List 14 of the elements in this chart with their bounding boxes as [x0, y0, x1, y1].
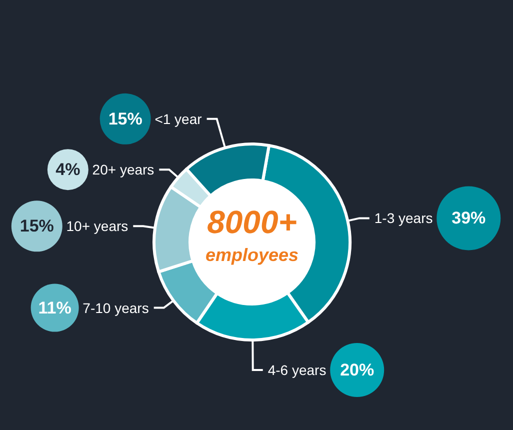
slice-label: 10+ years: [62, 218, 128, 234]
text: employees: [205, 245, 299, 265]
slice-label: 7-10 years: [78, 300, 149, 316]
data-label: 15%: [108, 109, 142, 128]
data-label: 39%: [452, 208, 486, 228]
slice-label: 1-3 years: [374, 210, 437, 226]
text: 8000+: [207, 204, 297, 240]
slice-label: 20+ years: [88, 162, 154, 178]
data-label: 11%: [38, 298, 72, 318]
slice-label: <1 year: [150, 110, 202, 127]
slice-label: 4-6 years: [268, 362, 330, 378]
data-label: 4%: [56, 160, 80, 180]
data-label: 15%: [20, 216, 54, 236]
data-label: 20%: [340, 360, 374, 380]
